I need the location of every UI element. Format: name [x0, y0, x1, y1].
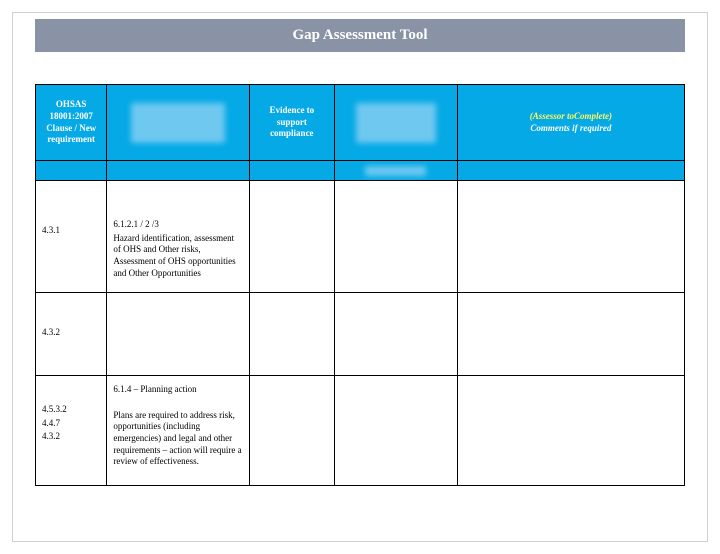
- comments-line: Comments if required: [462, 123, 680, 135]
- clause-text: 4.3.2: [42, 327, 100, 339]
- cell-clause: 4.3.1: [36, 181, 107, 293]
- col-header-hidden-1: [107, 85, 250, 161]
- col-header-evidence: Evidence to support compliance: [250, 85, 334, 161]
- cell-clause: 4.3.2: [36, 293, 107, 376]
- table-wrap: OHSAS 18001:2007 Clause / New requiremen…: [13, 52, 707, 486]
- col-header-comments: (Assessor toComplete) Comments if requir…: [457, 85, 684, 161]
- cell-comments: [457, 181, 684, 293]
- body-text: Hazard identification, assessment of OHS…: [113, 233, 243, 280]
- cell-clause: 4.5.3.2 4.4.7 4.3.2: [36, 376, 107, 486]
- table-subheader-row: [36, 161, 685, 181]
- subheader-cell: [457, 161, 684, 181]
- cell-evidence: [250, 181, 334, 293]
- page-title: Gap Assessment Tool: [292, 27, 427, 43]
- blurred-content-icon: [113, 187, 217, 213]
- clause-text: 4.3.2: [42, 431, 100, 443]
- table-row: 4.3.1 6.1.2.1 / 2 /3 Hazard identificati…: [36, 181, 685, 293]
- blurred-header-icon: [131, 103, 225, 143]
- subheader-cell: [334, 161, 457, 181]
- cell-body: 6.1.2.1 / 2 /3 Hazard identification, as…: [107, 181, 250, 293]
- table-header-row: OHSAS 18001:2007 Clause / New requiremen…: [36, 85, 685, 161]
- cell-hidden: [334, 293, 457, 376]
- body-ref: 6.1.2.1 / 2 /3: [113, 219, 243, 231]
- cell-body: 6.1.4 – Planning action Plans are requir…: [107, 376, 250, 486]
- title-bar: Gap Assessment Tool: [35, 19, 685, 52]
- page-border: Gap Assessment Tool OHSAS 18001:2007 Cla…: [12, 12, 708, 542]
- table-row: 4.5.3.2 4.4.7 4.3.2 6.1.4 – Planning act…: [36, 376, 685, 486]
- cell-hidden: [334, 181, 457, 293]
- body-text: Plans are required to address risk, oppo…: [113, 410, 243, 468]
- subheader-cell: [107, 161, 250, 181]
- cell-comments: [457, 376, 684, 486]
- clause-text: 4.3.1: [42, 225, 100, 237]
- body-ref: 6.1.4 – Planning action: [113, 384, 243, 396]
- col-header-hidden-2: [334, 85, 457, 161]
- col-header-clause: OHSAS 18001:2007 Clause / New requiremen…: [36, 85, 107, 161]
- cell-evidence: [250, 376, 334, 486]
- cell-evidence: [250, 293, 334, 376]
- blurred-subheader-icon: [365, 166, 426, 176]
- clause-text: 4.4.7: [42, 418, 100, 430]
- cell-hidden: [334, 376, 457, 486]
- table-row: 4.3.2: [36, 293, 685, 376]
- cell-body: [107, 293, 250, 376]
- cell-comments: [457, 293, 684, 376]
- blurred-content-icon: [113, 299, 223, 363]
- blurred-header-icon: [356, 103, 436, 143]
- assessor-line: (Assessor toComplete): [462, 111, 680, 123]
- subheader-cell: [36, 161, 107, 181]
- subheader-cell: [250, 161, 334, 181]
- gap-table: OHSAS 18001:2007 Clause / New requiremen…: [35, 84, 685, 486]
- clause-text: 4.5.3.2: [42, 404, 100, 416]
